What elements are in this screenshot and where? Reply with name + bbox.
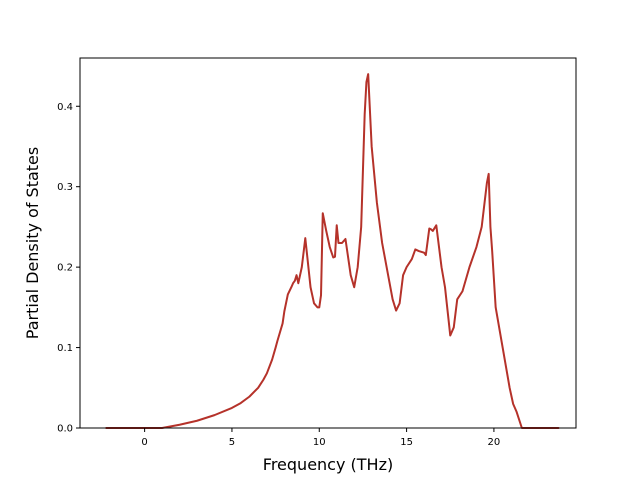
y-axis-ticks: 0.0 0.1 0.2 0.3 0.4 — [57, 102, 80, 435]
pdos-series-line — [105, 73, 560, 429]
y-tick-label: 0.0 — [57, 424, 73, 435]
y-tick-label: 0.1 — [57, 343, 73, 354]
plot-frame — [79, 57, 577, 429]
y-axis-label: Partial Density of States — [23, 147, 42, 339]
x-tick-label: 15 — [400, 437, 413, 448]
y-tick-label: 0.2 — [57, 263, 73, 274]
y-tick-label: 0.4 — [57, 102, 73, 113]
x-axis-label: Frequency (THz) — [263, 455, 393, 474]
x-axis-ticks: 0 5 10 15 20 — [141, 428, 500, 448]
x-tick-label: 5 — [229, 437, 235, 448]
x-tick-label: 20 — [488, 437, 501, 448]
x-tick-label: 0 — [141, 437, 147, 448]
series-layer — [105, 73, 560, 429]
y-tick-label: 0.3 — [57, 182, 73, 193]
x-tick-label: 10 — [313, 437, 326, 448]
